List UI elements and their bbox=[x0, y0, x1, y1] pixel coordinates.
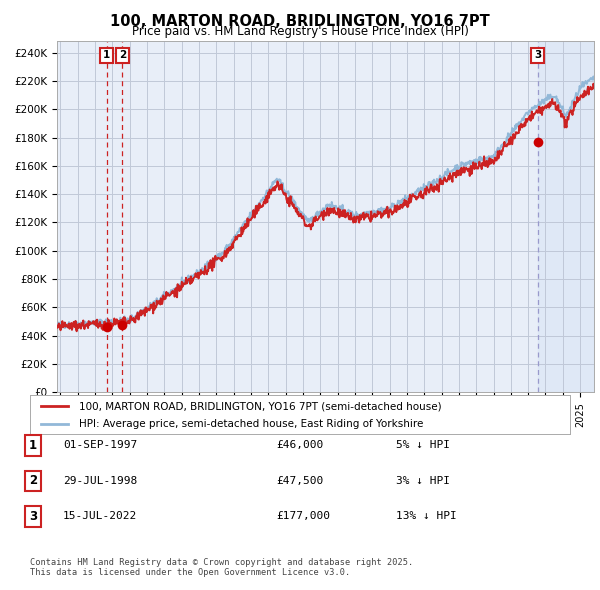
Bar bbox=[538, 41, 594, 392]
Text: Price paid vs. HM Land Registry's House Price Index (HPI): Price paid vs. HM Land Registry's House … bbox=[131, 25, 469, 38]
Text: £47,500: £47,500 bbox=[276, 476, 323, 486]
Text: 100, MARTON ROAD, BRIDLINGTON, YO16 7PT: 100, MARTON ROAD, BRIDLINGTON, YO16 7PT bbox=[110, 14, 490, 28]
Text: 29-JUL-1998: 29-JUL-1998 bbox=[63, 476, 137, 486]
Text: 01-SEP-1997: 01-SEP-1997 bbox=[63, 441, 137, 450]
Text: Contains HM Land Registry data © Crown copyright and database right 2025.
This d: Contains HM Land Registry data © Crown c… bbox=[30, 558, 413, 577]
Text: £46,000: £46,000 bbox=[276, 441, 323, 450]
Text: 1: 1 bbox=[29, 439, 37, 452]
Text: 100, MARTON ROAD, BRIDLINGTON, YO16 7PT (semi-detached house): 100, MARTON ROAD, BRIDLINGTON, YO16 7PT … bbox=[79, 401, 441, 411]
Text: £177,000: £177,000 bbox=[276, 512, 330, 521]
Text: 5% ↓ HPI: 5% ↓ HPI bbox=[396, 441, 450, 450]
Text: 3: 3 bbox=[534, 51, 541, 60]
Text: 13% ↓ HPI: 13% ↓ HPI bbox=[396, 512, 457, 521]
Text: 15-JUL-2022: 15-JUL-2022 bbox=[63, 512, 137, 521]
Text: 3: 3 bbox=[29, 510, 37, 523]
Text: 3% ↓ HPI: 3% ↓ HPI bbox=[396, 476, 450, 486]
Text: 2: 2 bbox=[29, 474, 37, 487]
Text: HPI: Average price, semi-detached house, East Riding of Yorkshire: HPI: Average price, semi-detached house,… bbox=[79, 419, 423, 429]
Text: 1: 1 bbox=[103, 51, 110, 60]
Text: 2: 2 bbox=[119, 51, 126, 60]
